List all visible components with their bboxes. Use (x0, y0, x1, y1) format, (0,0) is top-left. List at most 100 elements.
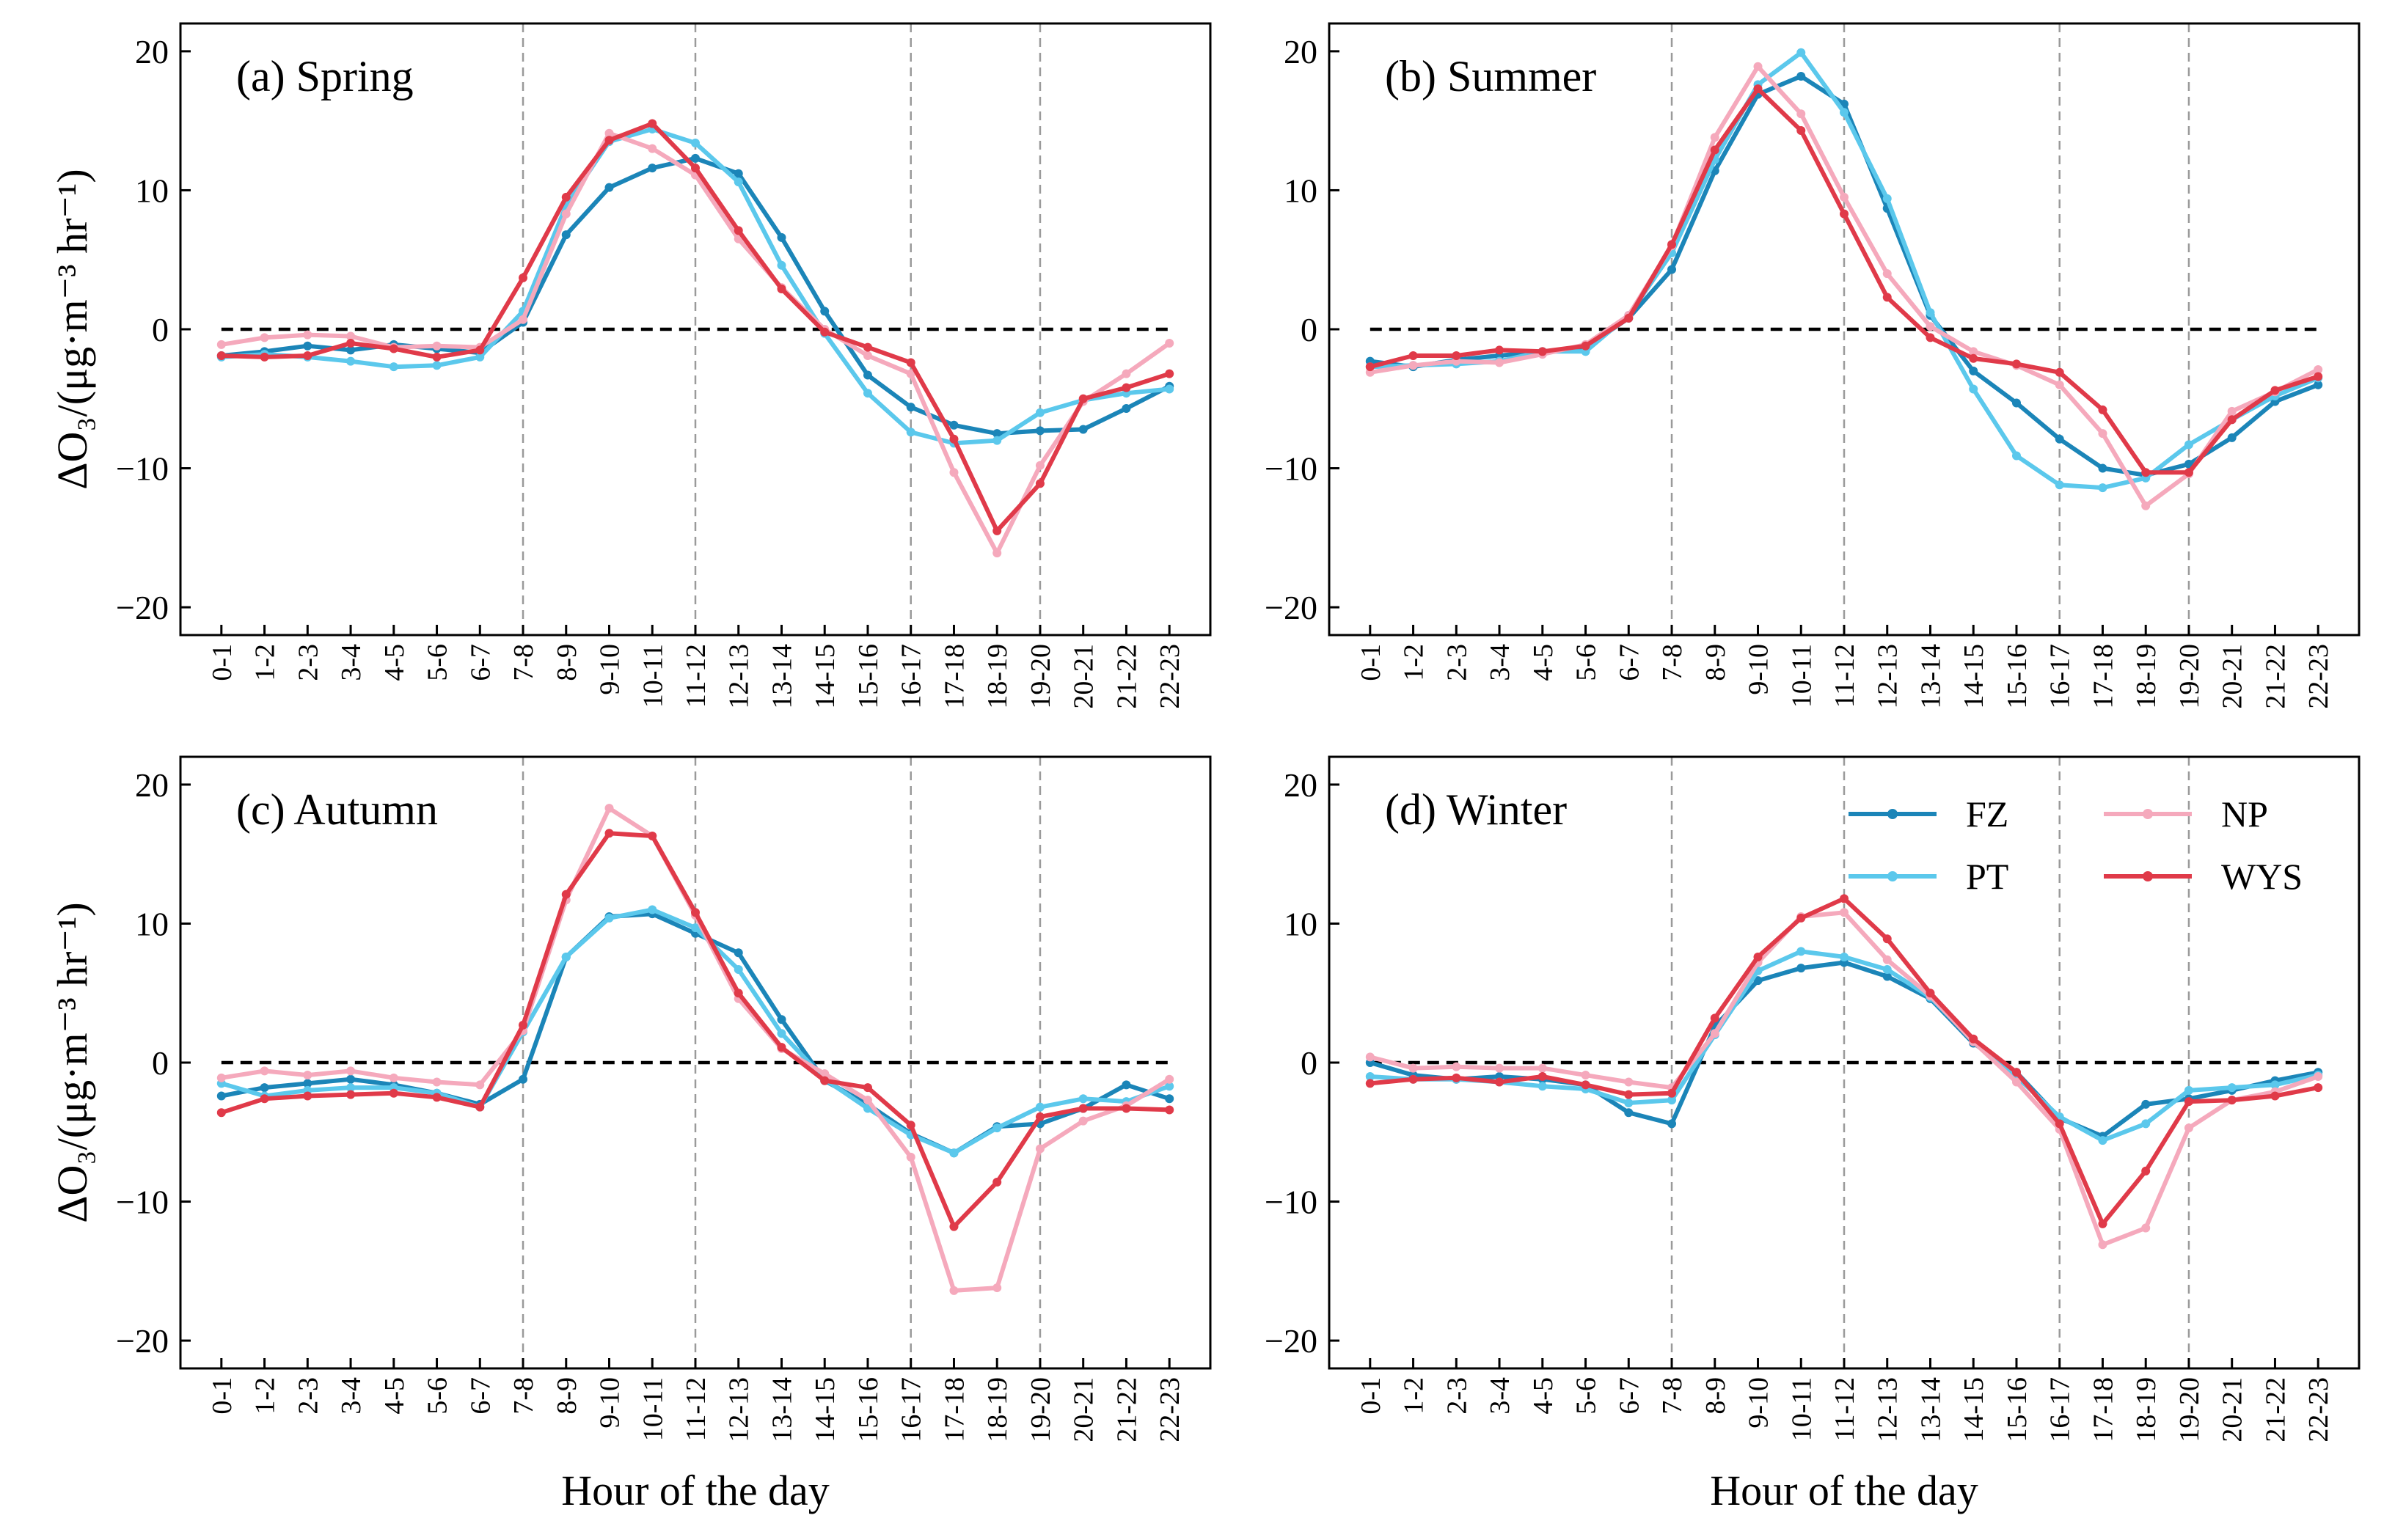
data-point-pt (691, 139, 700, 148)
x-tick-label: 9-10 (595, 1377, 626, 1429)
data-point-wys (1710, 145, 1719, 155)
data-point-wys (1667, 1088, 1677, 1098)
data-point-wys (1796, 913, 1806, 923)
x-tick-label: 22-23 (1155, 644, 1185, 709)
data-point-np (906, 369, 915, 378)
x-tick-label: 20-21 (2217, 644, 2248, 709)
x-tick-label: 20-21 (2217, 1377, 2248, 1442)
data-point-wys (1537, 347, 1547, 356)
data-point-wys (260, 1094, 269, 1104)
data-point-fz (1667, 265, 1677, 274)
data-point-np (2098, 429, 2107, 439)
data-point-pt (1667, 1096, 1677, 1105)
data-point-pt (2098, 1136, 2107, 1145)
x-tick-label: 17-18 (2088, 1377, 2118, 1442)
data-point-np (1796, 109, 1806, 119)
data-point-pt (1882, 194, 1892, 203)
data-point-wys (346, 338, 356, 348)
data-point-fz (1624, 1108, 1634, 1118)
data-point-wys (1840, 894, 1849, 903)
y-tick-label: 20 (1284, 33, 1317, 70)
data-point-wys (604, 829, 614, 838)
data-point-np (260, 333, 269, 342)
data-point-wys (432, 352, 442, 362)
data-point-wys (2098, 405, 2107, 414)
data-point-pt (1796, 48, 1806, 57)
data-point-np (260, 1066, 269, 1076)
x-tick-label: 10-11 (1786, 1377, 1817, 1441)
x-tick-label: 8-9 (552, 1377, 582, 1415)
x-tick-label: 21-22 (2260, 1377, 2291, 1442)
x-tick-label: 4-5 (1528, 1377, 1559, 1415)
data-point-np (1753, 62, 1763, 71)
x-tick-label: 13-14 (1915, 1377, 1946, 1442)
data-point-np (2141, 501, 2151, 510)
data-point-np (519, 315, 528, 324)
data-point-np (1165, 338, 1174, 348)
data-point-wys (2098, 1219, 2107, 1228)
x-tick-label: 12-13 (724, 644, 755, 709)
data-point-np (346, 1066, 356, 1076)
data-point-fz (1122, 404, 1131, 414)
x-tick-label: 3-4 (336, 644, 367, 681)
x-tick-label: 14-15 (1959, 644, 1989, 709)
data-point-np (1840, 908, 1849, 917)
x-tick-label: 16-17 (2045, 1377, 2076, 1442)
x-tick-label: 6-7 (465, 1377, 496, 1415)
x-tick-label: 18-19 (982, 1377, 1013, 1442)
x-tick-label: 4-5 (1528, 644, 1559, 681)
data-point-pt (1365, 1071, 1375, 1081)
data-point-wys (734, 226, 743, 235)
data-point-wys (432, 1093, 442, 1102)
data-point-np (1882, 269, 1892, 279)
x-tick-label: 18-19 (982, 644, 1013, 709)
y-tick-label: −10 (1265, 450, 1317, 488)
data-point-fz (561, 230, 571, 240)
data-point-wys (1969, 1034, 1978, 1044)
legend-label-np: NP (2221, 793, 2268, 835)
legend-label-wys: WYS (2221, 856, 2303, 897)
data-point-np (1452, 1062, 1461, 1071)
data-point-fz (303, 1079, 312, 1088)
x-tick-label: 20-21 (1069, 1377, 1100, 1442)
data-point-wys (949, 1222, 959, 1231)
data-point-pt (561, 952, 571, 961)
data-point-wys (303, 351, 312, 361)
data-point-pt (346, 356, 356, 366)
data-point-pt (1078, 1094, 1088, 1104)
data-point-pt (734, 177, 743, 187)
data-point-np (992, 1283, 1002, 1293)
data-point-wys (2011, 1068, 2021, 1077)
y-tick-label: 10 (135, 172, 169, 209)
x-tick-label: 7-8 (1657, 1377, 1688, 1415)
data-point-wys (1624, 313, 1634, 323)
data-point-fz (1796, 964, 1806, 973)
data-point-np (1882, 955, 1892, 964)
data-point-wys (2227, 1096, 2237, 1105)
data-point-wys (1926, 989, 1935, 998)
data-point-np (1165, 1074, 1174, 1084)
x-tick-label: 3-4 (336, 1377, 367, 1415)
data-point-wys (1796, 125, 1806, 135)
x-tick-label: 3-4 (1485, 644, 1515, 681)
data-point-np (604, 128, 614, 138)
x-tick-label: 7-8 (508, 644, 539, 681)
data-point-wys (1495, 1077, 1504, 1087)
data-point-wys (1882, 934, 1892, 944)
data-point-wys (1882, 293, 1892, 302)
data-point-pt (1840, 952, 1849, 961)
data-point-pt (1969, 384, 1978, 394)
x-tick-label: 2-3 (1441, 644, 1472, 681)
data-point-pt (432, 361, 442, 370)
data-point-pt (1165, 1082, 1174, 1091)
data-point-np (2314, 364, 2323, 374)
data-point-np (2055, 380, 2064, 389)
data-point-wys (2055, 367, 2064, 377)
data-point-np (216, 1073, 226, 1082)
x-tick-label: 5-6 (423, 644, 453, 681)
x-tick-label: 13-14 (1915, 644, 1946, 709)
data-point-wys (1035, 1112, 1045, 1121)
x-tick-label: 18-19 (2131, 1377, 2162, 1442)
data-point-wys (346, 1090, 356, 1099)
data-point-np (820, 1069, 830, 1079)
